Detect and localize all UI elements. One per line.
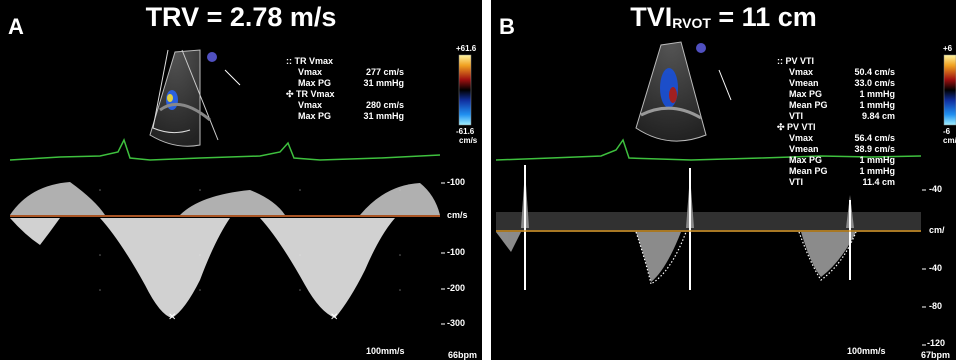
measurement-header: :: PV VTI: [777, 56, 815, 66]
title-main: TVI: [630, 2, 673, 32]
axis-tick: -100: [447, 177, 466, 187]
measurement-value: 50.4 cm/s: [854, 67, 895, 77]
measurement-header: :: TR Vmax: [286, 56, 334, 66]
title-subscript: RVOT: [672, 15, 711, 31]
axis-tick: -80: [929, 301, 943, 311]
peak-marker-1: ✕: [168, 312, 176, 323]
measurement-value: 31 mmHg: [363, 111, 404, 121]
color-scale-bar: [458, 54, 472, 126]
measurement-box: :: TR Vmax Vmax 277 cm/s Max PG 31 mmHg ✣ …: [286, 56, 404, 122]
ecg-trace: [9, 138, 441, 161]
measurement-label: Vmax: [298, 100, 323, 110]
color-scale-unit: cm/s: [459, 136, 478, 145]
measurement-label: Vmax: [789, 133, 814, 143]
spectral-lower: [496, 232, 856, 282]
measurement-value: 11.4 cm: [862, 177, 895, 187]
ecg-trace: [495, 138, 922, 161]
color-scale-top: +6: [943, 44, 953, 53]
axis-tick: -200: [447, 283, 466, 293]
peak-marker-2: ✕: [330, 312, 338, 323]
measurement-value: 1 mmHg: [859, 89, 895, 99]
measurement-value: 280 cm/s: [365, 100, 404, 110]
panel-b-graphics: [495, 41, 956, 346]
probe-orientation-icon: [696, 43, 706, 53]
measurement-value: 9.84 cm: [861, 111, 895, 121]
color-scale-bottom: -6: [943, 127, 951, 136]
panel-b-doppler: B TVIRVOT = 11 cm :: PV VTI Vmax 50.4 cm/…: [491, 0, 956, 360]
panel-title: TVIRVOT = 11 cm: [491, 0, 956, 38]
measurement-label: Vmean: [789, 78, 819, 88]
measurement-value: 277 cm/s: [365, 67, 404, 77]
measurement-value: 33.0 cm/s: [854, 78, 895, 88]
measurement-value: 38.9 cm/s: [854, 144, 895, 154]
color-scale-bottom: -61.6: [456, 127, 475, 136]
measurement-box: :: PV VTI Vmax 50.4 cm/s Vmean 33.0 cm/s M…: [777, 56, 895, 188]
measurement-label: Vmax: [298, 67, 323, 77]
color-scale-unit: cm/s: [943, 136, 956, 145]
measurement-label: Mean PG: [789, 166, 828, 176]
valve-click-spikes: [524, 165, 851, 290]
axis-tick: -40: [929, 184, 943, 194]
echo-sector-image: [149, 49, 241, 147]
measurement-label: Mean PG: [789, 100, 828, 110]
probe-orientation-icon: [207, 52, 217, 62]
panel-letter: A: [8, 14, 24, 39]
measurement-label: VTI: [789, 177, 804, 187]
measurement-label: Vmax: [789, 67, 814, 77]
sweep-speed: 100mm/s: [366, 346, 405, 356]
color-scale-top: +61.6: [456, 44, 477, 53]
measurement-value: 31 mmHg: [363, 78, 404, 88]
measurement-label: Max PG: [298, 111, 332, 121]
panel-title: TRV = 2.78 m/s: [145, 2, 337, 32]
sweep-speed: 100mm/s: [847, 346, 886, 356]
measurement-label: Max PG: [298, 78, 332, 88]
measurement-label: VTI: [789, 111, 804, 121]
axis-tick: -120: [927, 338, 946, 348]
spectral-lower: [10, 218, 395, 318]
panel-a-graphics: ✕ ✕: [9, 49, 472, 325]
measurement-value: 56.4 cm/s: [854, 133, 895, 143]
measurement-value: 1 mmHg: [859, 100, 895, 110]
panel-letter: B: [499, 14, 515, 39]
axis-tick: -100: [447, 247, 466, 257]
panel-a-doppler: ✕ ✕ A TRV = 2.78 m/s :: TR Vmax Vmax 277 …: [0, 0, 482, 360]
axis-tick: cm/s: [447, 210, 468, 220]
measurement-value: 1 mmHg: [859, 155, 895, 165]
spectral-upper: [10, 182, 440, 215]
measurement-label: Max PG: [789, 155, 823, 165]
heart-rate: 66bpm: [448, 350, 478, 360]
measurement-label: Max PG: [789, 89, 823, 99]
color-scale-bar: [943, 54, 956, 126]
measurement-label: Vmean: [789, 144, 819, 154]
axis-tick: -40: [929, 263, 943, 273]
vti-trace: [635, 231, 857, 285]
measurement-header: ✣ TR Vmax: [286, 89, 335, 99]
measurement-value: 1 mmHg: [859, 166, 895, 176]
measurement-header: ✣ PV VTI: [777, 122, 816, 132]
axis-tick: cm/: [929, 225, 945, 235]
title-rest: = 11 cm: [710, 2, 817, 32]
axis-tick: -300: [447, 318, 466, 328]
echo-sector-image: [635, 41, 732, 142]
heart-rate: 67bpm: [921, 350, 951, 360]
